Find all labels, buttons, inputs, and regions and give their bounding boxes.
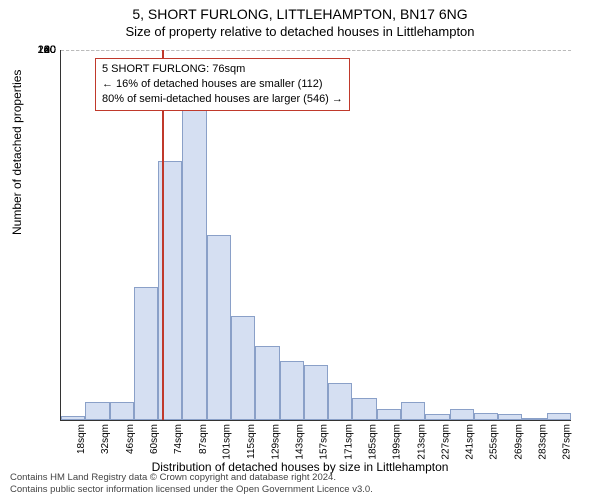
histogram-bar bbox=[474, 413, 498, 420]
x-tick-label: 213sqm bbox=[416, 424, 427, 460]
chart-title-address: 5, SHORT FURLONG, LITTLEHAMPTON, BN17 6N… bbox=[0, 0, 600, 22]
x-tick-label: 87sqm bbox=[198, 424, 209, 454]
info-line-larger: 80% of semi-detached houses are larger (… bbox=[102, 92, 343, 107]
footer-attribution: Contains HM Land Registry data © Crown c… bbox=[10, 472, 373, 496]
histogram-bar bbox=[547, 413, 571, 420]
x-tick-label: 143sqm bbox=[295, 424, 306, 460]
x-tick-label: 269sqm bbox=[513, 424, 524, 460]
x-tick-label: 227sqm bbox=[440, 424, 451, 460]
x-tick-label: 283sqm bbox=[538, 424, 549, 460]
x-tick-label: 115sqm bbox=[246, 424, 257, 459]
x-tick-label: 171sqm bbox=[343, 424, 354, 460]
chart-subtitle: Size of property relative to detached ho… bbox=[0, 24, 600, 39]
histogram-bar bbox=[110, 402, 134, 421]
gridline bbox=[61, 50, 571, 51]
x-tick-label: 74sqm bbox=[173, 424, 184, 454]
x-tick-container: 18sqm 32sqm 46sqm 60sqm 74sqm 87sqm 101sqm 115s… bbox=[60, 420, 570, 460]
x-tick-label: 241sqm bbox=[465, 424, 476, 460]
histogram-bar bbox=[134, 287, 158, 420]
histogram-bar bbox=[255, 346, 279, 420]
x-tick-label: 60sqm bbox=[149, 424, 160, 454]
x-tick-label: 297sqm bbox=[562, 424, 573, 460]
histogram-bar bbox=[450, 409, 474, 420]
histogram-bar bbox=[182, 109, 206, 420]
y-axis-title: Number of detached properties bbox=[10, 70, 24, 235]
chart-container: 5, SHORT FURLONG, LITTLEHAMPTON, BN17 6N… bbox=[0, 0, 600, 500]
histogram-bar bbox=[401, 402, 425, 421]
y-tick-label: 200 bbox=[26, 44, 56, 56]
x-tick-label: 46sqm bbox=[125, 424, 136, 454]
x-tick-label: 255sqm bbox=[489, 424, 500, 460]
x-tick-label: 32sqm bbox=[100, 424, 111, 454]
histogram-bar bbox=[231, 316, 255, 420]
histogram-bar bbox=[352, 398, 376, 420]
footer-line1: Contains HM Land Registry data © Crown c… bbox=[10, 472, 373, 484]
histogram-bar bbox=[207, 235, 231, 420]
x-tick-label: 185sqm bbox=[368, 424, 379, 460]
info-line-smaller: ← 16% of detached houses are smaller (11… bbox=[102, 77, 343, 92]
x-tick-label: 101sqm bbox=[222, 424, 233, 460]
x-tick-label: 18sqm bbox=[76, 424, 87, 454]
histogram-bar bbox=[85, 402, 109, 421]
x-tick-label: 199sqm bbox=[392, 424, 403, 460]
histogram-bar bbox=[304, 365, 328, 421]
info-line-property: 5 SHORT FURLONG: 76sqm bbox=[102, 62, 343, 77]
info-box: 5 SHORT FURLONG: 76sqm ← 16% of detached… bbox=[95, 58, 350, 111]
x-tick-label: 157sqm bbox=[319, 424, 330, 460]
x-tick-label: 129sqm bbox=[270, 424, 281, 460]
footer-line2: Contains public sector information licen… bbox=[10, 484, 373, 496]
histogram-bar bbox=[377, 409, 401, 420]
histogram-bar bbox=[328, 383, 352, 420]
histogram-bar bbox=[280, 361, 304, 420]
